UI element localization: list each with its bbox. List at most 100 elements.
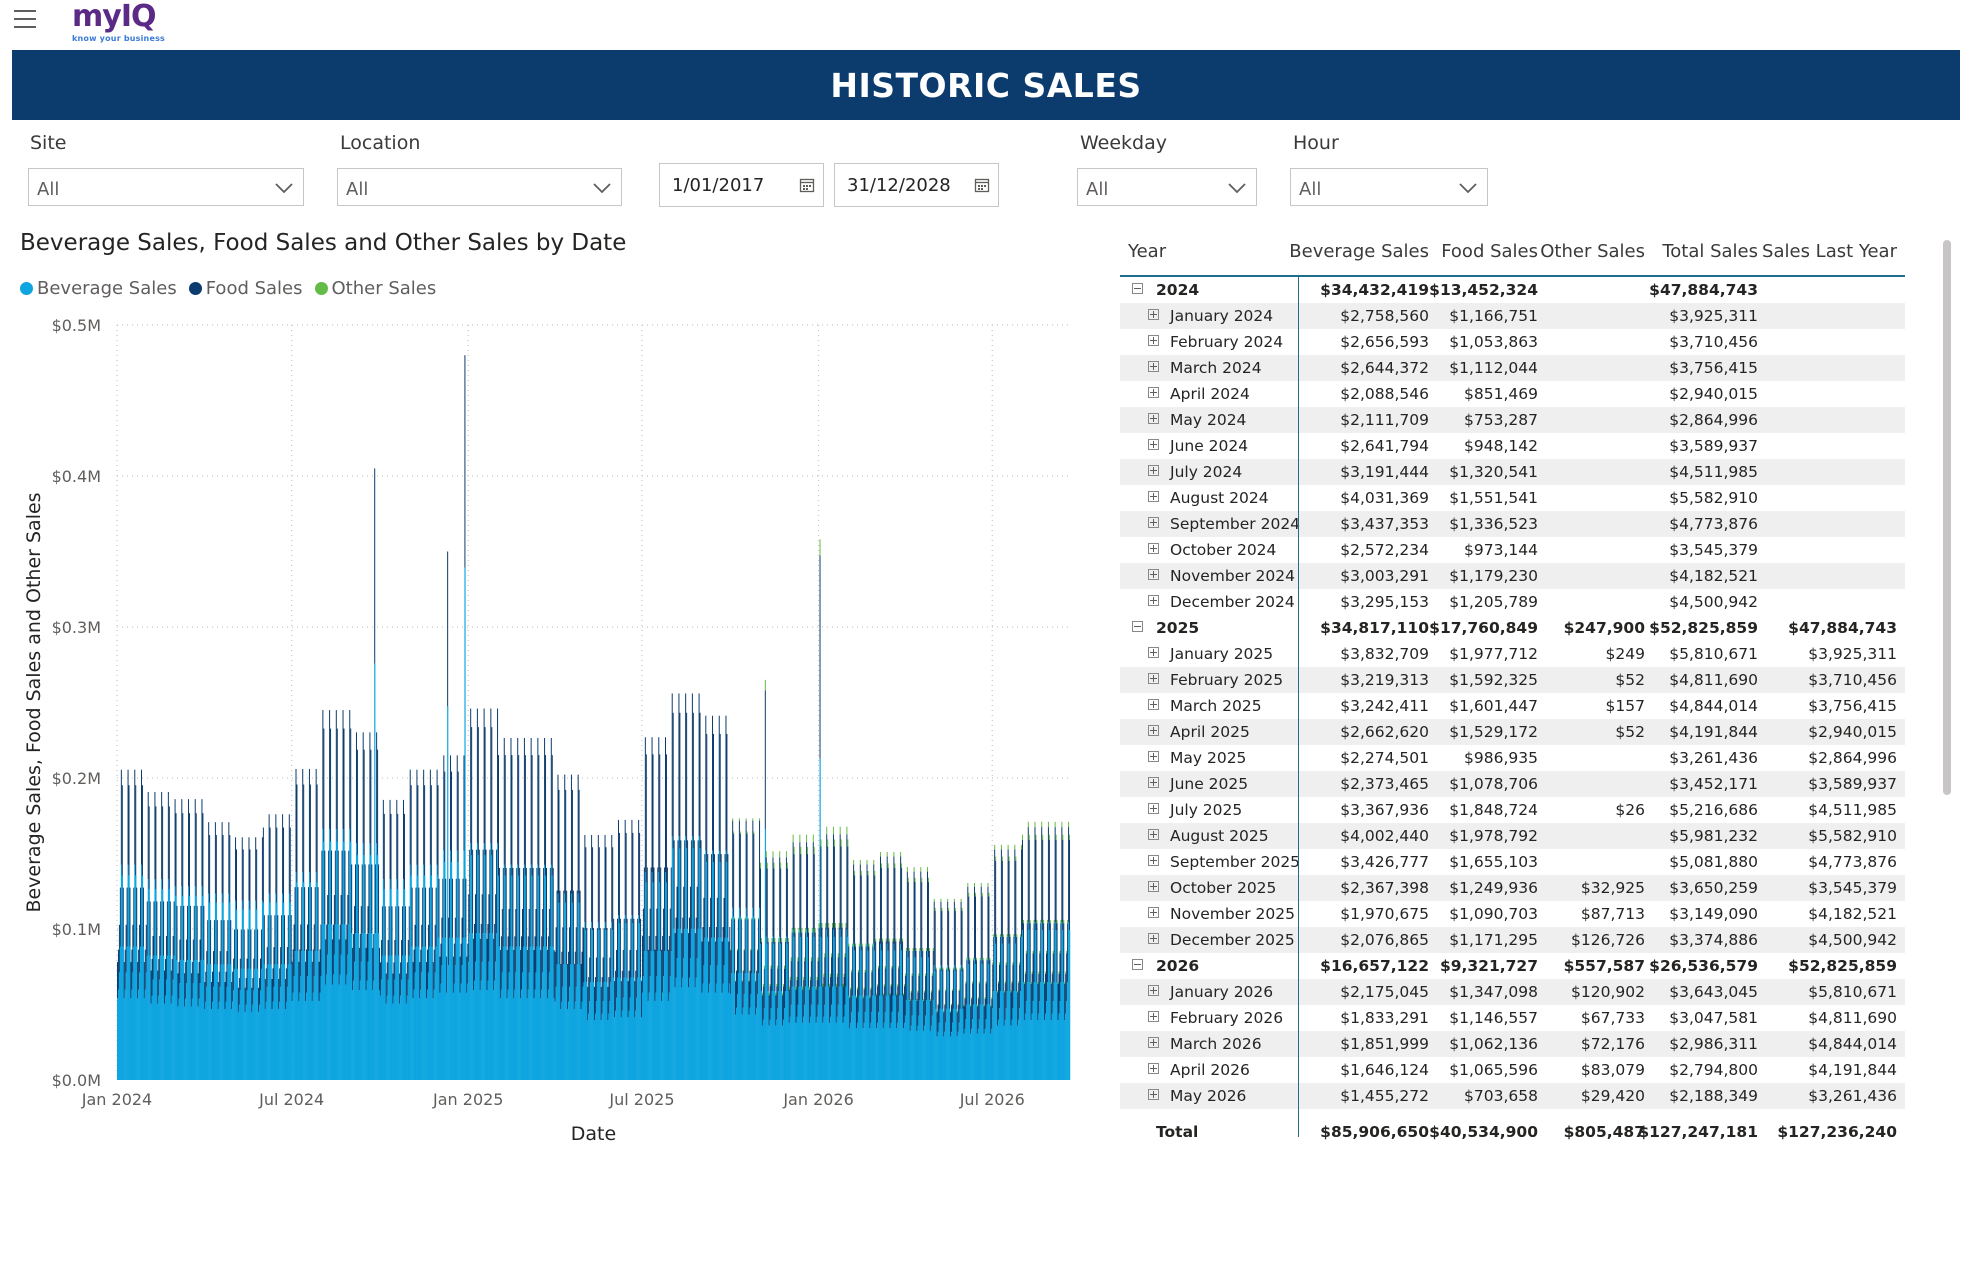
bar-food[interactable]	[859, 864, 861, 944]
bar-beverage[interactable]	[668, 992, 671, 1080]
bar-food[interactable]	[1024, 973, 1026, 1014]
bar-food[interactable]	[623, 918, 625, 978]
bar-beverage[interactable]	[635, 1010, 637, 1080]
bar-beverage[interactable]	[402, 955, 404, 1080]
bar-food[interactable]	[1043, 923, 1045, 983]
bar-food[interactable]	[947, 901, 949, 966]
bar-food[interactable]	[618, 832, 620, 924]
bar-beverage[interactable]	[431, 946, 433, 1080]
bar-food[interactable]	[1012, 964, 1014, 1009]
bar-food[interactable]	[238, 978, 240, 1005]
bar-other[interactable]	[904, 973, 906, 976]
bar-other[interactable]	[794, 927, 796, 933]
bar-beverage[interactable]	[968, 964, 970, 1080]
bar-beverage[interactable]	[437, 875, 439, 1080]
bar-food[interactable]	[854, 875, 856, 951]
column-header-last-year[interactable]: Sales Last Year	[1762, 241, 1897, 262]
bar-beverage[interactable]	[1024, 1013, 1027, 1080]
bar-beverage[interactable]	[992, 1008, 994, 1080]
bar-food[interactable]	[973, 960, 975, 1005]
bar-beverage[interactable]	[174, 886, 176, 1080]
bar-beverage[interactable]	[978, 1019, 981, 1080]
bar-beverage[interactable]	[1008, 943, 1010, 1080]
bar-beverage[interactable]	[405, 1003, 408, 1080]
bar-beverage[interactable]	[188, 886, 190, 1080]
bar-food[interactable]	[409, 769, 411, 865]
bar-beverage[interactable]	[528, 972, 530, 1080]
bar-food[interactable]	[1018, 983, 1020, 1020]
bar-food[interactable]	[191, 962, 193, 999]
bar-other[interactable]	[889, 993, 891, 996]
bar-beverage[interactable]	[194, 886, 196, 1080]
bar-other[interactable]	[749, 970, 751, 972]
bar-beverage[interactable]	[720, 937, 722, 1080]
bar-food[interactable]	[879, 941, 881, 996]
bar-beverage[interactable]	[372, 990, 374, 1080]
bar-beverage[interactable]	[899, 995, 901, 1080]
bar-other[interactable]	[897, 984, 899, 987]
bar-beverage[interactable]	[629, 997, 631, 1080]
month-row[interactable]: November 2024 $3,003,291 $1,179,230 $4,182,…	[1120, 563, 1905, 589]
bar-beverage[interactable]	[288, 893, 290, 1080]
bar-food[interactable]	[1000, 849, 1002, 937]
bar-food[interactable]	[119, 887, 121, 947]
bar-food[interactable]	[964, 998, 966, 1029]
bar-other[interactable]	[1029, 919, 1031, 924]
bar-other[interactable]	[884, 965, 886, 969]
bar-food[interactable]	[438, 878, 440, 938]
bar-food[interactable]	[160, 901, 162, 956]
bar-beverage[interactable]	[566, 964, 568, 1080]
bar-beverage[interactable]	[691, 836, 694, 1080]
bar-beverage[interactable]	[676, 958, 678, 1080]
bar-food[interactable]	[138, 949, 140, 990]
bar-beverage[interactable]	[898, 1011, 900, 1080]
bar-beverage[interactable]	[810, 1004, 813, 1080]
bar-other[interactable]	[857, 969, 859, 973]
bar-beverage[interactable]	[425, 946, 427, 1080]
bar-food[interactable]	[644, 737, 646, 872]
bar-food[interactable]	[817, 961, 819, 1005]
bar-beverage[interactable]	[784, 1008, 786, 1080]
bar-food[interactable]	[913, 871, 915, 951]
bar-food[interactable]	[304, 887, 306, 952]
bar-food[interactable]	[1055, 839, 1057, 931]
bar-beverage[interactable]	[444, 861, 446, 1080]
bar-food[interactable]	[827, 846, 829, 937]
bar-beverage[interactable]	[342, 828, 344, 1080]
bar-food[interactable]	[1063, 923, 1065, 983]
bar-other[interactable]	[1046, 919, 1048, 924]
bar-food[interactable]	[1010, 992, 1012, 1026]
bar-food[interactable]	[522, 867, 524, 947]
bar-food[interactable]	[272, 968, 274, 1002]
bar-other[interactable]	[800, 846, 802, 855]
bar-other[interactable]	[739, 831, 741, 834]
bar-other[interactable]	[905, 947, 907, 951]
bar-beverage[interactable]	[413, 989, 415, 1080]
bar-other[interactable]	[741, 980, 743, 982]
bar-beverage[interactable]	[379, 995, 382, 1080]
bar-beverage[interactable]	[419, 998, 421, 1080]
bar-food[interactable]	[420, 949, 422, 990]
bar-food[interactable]	[335, 710, 337, 829]
bar-food[interactable]	[646, 867, 648, 952]
bar-food[interactable]	[920, 871, 922, 951]
bar-food[interactable]	[475, 849, 477, 934]
bar-other[interactable]	[848, 943, 850, 947]
bar-food[interactable]	[228, 822, 230, 894]
bar-beverage[interactable]	[354, 961, 356, 1080]
bar-food[interactable]	[963, 1006, 965, 1034]
bar-beverage[interactable]	[137, 998, 139, 1080]
bar-other[interactable]	[743, 949, 745, 951]
bar-beverage[interactable]	[942, 1008, 944, 1080]
bar-beverage[interactable]	[484, 855, 486, 1080]
bar-beverage[interactable]	[377, 855, 379, 1080]
bar-food[interactable]	[320, 924, 322, 976]
bar-food[interactable]	[484, 727, 486, 856]
bar-beverage[interactable]	[799, 929, 801, 1080]
bar-beverage[interactable]	[1039, 1001, 1041, 1080]
bar-food[interactable]	[781, 941, 783, 992]
bar-beverage[interactable]	[226, 986, 228, 1080]
bar-food[interactable]	[692, 712, 694, 849]
bar-food[interactable]	[579, 890, 581, 965]
bar-beverage[interactable]	[651, 871, 653, 1080]
